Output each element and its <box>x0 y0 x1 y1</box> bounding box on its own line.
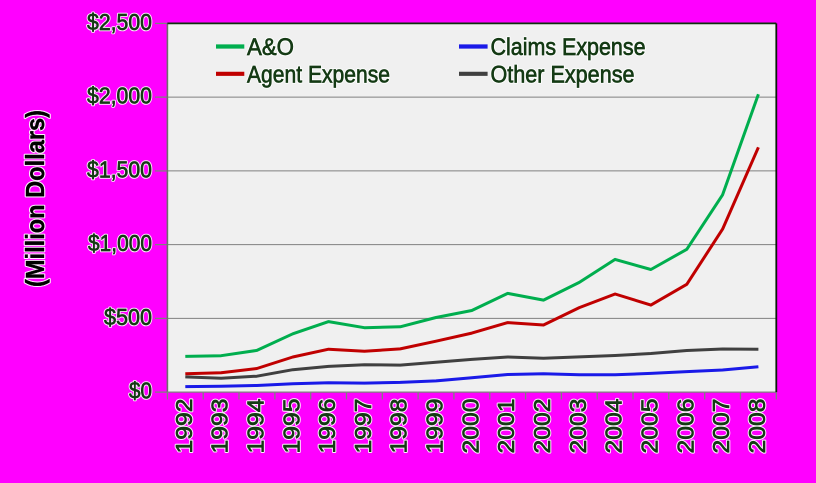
svg-text:Claims Expense: Claims Expense <box>491 34 646 61</box>
svg-text:$2,500: $2,500 <box>87 9 152 35</box>
svg-text:$1,000: $1,000 <box>88 230 152 256</box>
svg-text:2002: 2002 <box>529 399 555 454</box>
svg-text:1996: 1996 <box>314 399 340 454</box>
svg-text:$1,500: $1,500 <box>87 156 152 182</box>
svg-text:2003: 2003 <box>565 399 591 454</box>
svg-text:Agent Expense: Agent Expense <box>247 61 390 88</box>
svg-text:1997: 1997 <box>350 399 376 454</box>
svg-text:1995: 1995 <box>278 399 304 454</box>
svg-text:$2,000: $2,000 <box>87 83 152 109</box>
svg-text:Claims Expense: Claims Expense <box>491 34 646 61</box>
svg-text:1994: 1994 <box>242 398 268 453</box>
svg-text:2008: 2008 <box>744 399 770 454</box>
svg-text:A&O: A&O <box>247 34 294 61</box>
svg-text:2006: 2006 <box>672 399 698 454</box>
svg-text:2000: 2000 <box>457 399 483 454</box>
svg-text:$2,000: $2,000 <box>87 83 152 109</box>
svg-text:2005: 2005 <box>636 399 662 454</box>
svg-text:2000: 2000 <box>457 399 483 454</box>
svg-text:2008: 2008 <box>744 399 770 454</box>
svg-text:2005: 2005 <box>636 399 662 454</box>
svg-text:2007: 2007 <box>708 399 734 454</box>
svg-text:1992: 1992 <box>171 399 197 454</box>
svg-text:(Million Dollars): (Million Dollars) <box>20 110 50 287</box>
svg-text:1993: 1993 <box>207 399 233 454</box>
svg-text:1998: 1998 <box>386 399 412 454</box>
svg-text:1994: 1994 <box>242 398 268 453</box>
svg-text:$1,500: $1,500 <box>87 156 152 182</box>
svg-text:$500: $500 <box>104 304 152 330</box>
svg-text:1996: 1996 <box>314 399 340 454</box>
svg-text:1992: 1992 <box>171 399 197 454</box>
svg-text:1999: 1999 <box>422 399 448 454</box>
svg-text:$2,500: $2,500 <box>87 9 152 35</box>
svg-text:$0: $0 <box>129 378 152 404</box>
svg-text:$1,000: $1,000 <box>88 230 152 256</box>
svg-text:2001: 2001 <box>493 399 519 454</box>
svg-text:1995: 1995 <box>278 399 304 454</box>
svg-text:2004: 2004 <box>601 398 627 453</box>
svg-text:$0: $0 <box>129 378 152 404</box>
svg-text:1997: 1997 <box>350 399 376 454</box>
svg-text:2006: 2006 <box>672 399 698 454</box>
svg-text:A&O: A&O <box>247 34 294 61</box>
svg-text:2003: 2003 <box>565 399 591 454</box>
svg-text:$500: $500 <box>104 304 152 330</box>
svg-text:2002: 2002 <box>529 399 555 454</box>
svg-text:2004: 2004 <box>601 398 627 453</box>
svg-text:Other Expense: Other Expense <box>491 61 635 88</box>
svg-text:1999: 1999 <box>422 399 448 454</box>
svg-text:2001: 2001 <box>493 399 519 454</box>
svg-text:(Million Dollars): (Million Dollars) <box>20 110 50 287</box>
svg-text:Other Expense: Other Expense <box>491 61 635 88</box>
svg-text:Agent Expense: Agent Expense <box>247 61 390 88</box>
svg-text:1998: 1998 <box>386 399 412 454</box>
svg-text:2007: 2007 <box>708 399 734 454</box>
svg-text:1993: 1993 <box>207 399 233 454</box>
